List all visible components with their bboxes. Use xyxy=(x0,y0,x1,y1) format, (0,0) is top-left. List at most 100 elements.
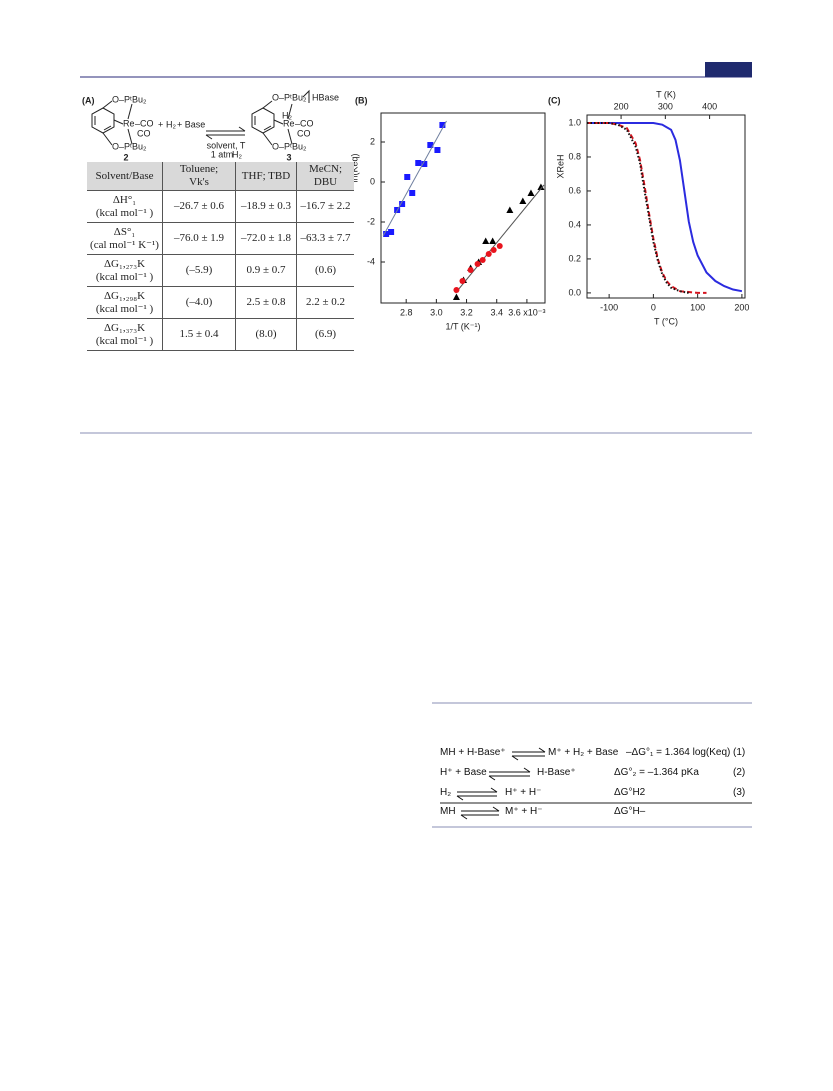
scheme-text: O–PᵗBu₂ xyxy=(112,141,147,151)
equation-expr: ΔG°H– xyxy=(614,806,646,817)
scheme-text: –CO xyxy=(135,118,154,128)
series-line xyxy=(455,184,545,294)
plot-frame xyxy=(380,112,546,304)
x2-tick-label: 300 xyxy=(658,101,673,111)
scheme-text: 3 xyxy=(286,152,291,162)
equation-left: MH xyxy=(440,806,456,817)
equation-right: H⁺ + H⁻ xyxy=(505,787,542,798)
row-label-line: ΔG₁,₃₇₃K xyxy=(103,321,146,334)
x-axis-title: 1/T (K⁻¹) xyxy=(445,321,480,331)
equation-expr: ΔG°H2 xyxy=(614,787,646,798)
table-cell: (–4.0) xyxy=(162,286,236,319)
scheme-text: H₂ xyxy=(232,149,242,159)
table-cell: 1.5 ± 0.4 xyxy=(162,318,236,351)
x-tick-label: 3.6 x10⁻³ xyxy=(508,307,545,317)
table-cell: (6.9) xyxy=(296,318,354,351)
panel-label: (B) xyxy=(355,95,368,105)
y-tick-label: -4 xyxy=(367,256,375,266)
y-tick-label: 1.0 xyxy=(568,117,581,127)
x2-tick-label: 200 xyxy=(614,101,629,111)
header-line: Vk's xyxy=(189,176,209,188)
table-row: ΔG₁,₂₉₈K (kcal mol⁻¹ ) (–4.0) 2.5 ± 0.8 2.2 … xyxy=(87,286,354,319)
equation-expr: –ΔG°₁ = 1.364 log(Keq) xyxy=(626,747,731,758)
y-tick-label: 0 xyxy=(370,176,375,186)
table-cell: 2.2 ± 0.2 xyxy=(296,286,354,319)
row-label-line: (kcal mol⁻¹ ) xyxy=(95,206,154,219)
row-label-line: ΔS°₁ xyxy=(113,225,136,238)
point xyxy=(489,237,497,244)
row-label-line: ΔH°₁ xyxy=(112,193,137,206)
equation-number: (1) xyxy=(733,747,746,758)
scheme-text: O–PᵗBu₂ xyxy=(112,94,147,104)
table-row: ΔH°₁ (kcal mol⁻¹ ) –26.7 ± 0.6 –18.9 ± 0.3–… xyxy=(87,190,354,223)
row-label-line: ΔG₁,₂₇₃K xyxy=(103,257,146,270)
scheme-text: Re xyxy=(123,118,135,128)
x-tick-label: -100 xyxy=(600,302,618,312)
x2-axis-title: T (K) xyxy=(656,89,676,99)
row-label-line: (kcal mol⁻¹ ) xyxy=(95,334,154,347)
scheme-text: CO xyxy=(137,128,151,138)
equation-expr: ΔG°₂ = –1.364 pKa xyxy=(614,767,699,778)
point xyxy=(482,237,490,244)
table-cell: ΔG₁,₂₉₈K (kcal mol⁻¹ ) xyxy=(87,286,163,319)
table-header-cell: MeCN; DBU xyxy=(296,162,354,191)
scheme-text: HBase xyxy=(312,92,339,102)
scheme-text: –CO xyxy=(295,118,314,128)
y-tick-label: 0.8 xyxy=(568,151,581,161)
y-tick-label: 2 xyxy=(370,136,375,146)
y-tick-label: 0.4 xyxy=(568,219,581,229)
y-axis-title: ln(Keq) xyxy=(349,153,359,182)
point xyxy=(404,174,411,180)
point xyxy=(427,142,434,148)
point xyxy=(459,278,466,284)
point xyxy=(490,247,497,253)
point xyxy=(421,161,428,167)
equation-number: (3) xyxy=(733,787,746,798)
table-cell: –76.0 ± 1.9 xyxy=(162,222,236,255)
equation-left: MH + H-Base⁺ xyxy=(440,747,506,758)
point xyxy=(506,206,514,213)
equation-right: M⁺ + H₂ + Base xyxy=(548,747,619,758)
table-cell: ΔS°₁ (cal mol⁻¹ K⁻¹) xyxy=(87,222,163,255)
point xyxy=(434,147,441,153)
table-cell: ΔH°₁ (kcal mol⁻¹ ) xyxy=(87,190,163,223)
row-label-line: (cal mol⁻¹ K⁻¹) xyxy=(90,238,159,251)
table-cell: –72.0 ± 1.8 xyxy=(235,222,297,255)
scheme-text: + xyxy=(158,119,163,129)
scheme-text: Re xyxy=(283,118,295,128)
equation-right: M⁺ + H⁻ xyxy=(505,806,543,817)
point xyxy=(383,231,390,237)
table-cell: 2.5 ± 0.8 xyxy=(235,286,297,319)
table-cell: (0.6) xyxy=(296,254,354,287)
x-tick-label: 3.4 xyxy=(490,307,503,317)
table-header-row: Solvent/Base Toluene; Vk's THF; TBD MeCN; DBU xyxy=(87,162,354,191)
point xyxy=(496,243,503,249)
x-tick-label: 100 xyxy=(690,302,705,312)
table-cell: –26.7 ± 0.6 xyxy=(162,190,236,223)
y-tick-label: 0.2 xyxy=(568,253,581,263)
point xyxy=(409,190,416,196)
x-axis-title: T (°C) xyxy=(654,316,678,326)
x2-tick-label: 400 xyxy=(702,101,717,111)
header-line: MeCN; xyxy=(309,163,342,175)
scheme-text: O–PᵗBu₂ xyxy=(272,141,307,151)
x-tick-label: 3.0 xyxy=(430,307,443,317)
point xyxy=(485,251,492,257)
x-tick-label: 0 xyxy=(651,302,656,312)
x-tick-label: 3.2 xyxy=(460,307,473,317)
scheme-text: + Base xyxy=(177,119,205,129)
x-tick-label: 2.8 xyxy=(400,307,413,317)
point xyxy=(388,229,395,235)
table-header-cell: Toluene; Vk's xyxy=(162,162,236,191)
row-label-line: (kcal mol⁻¹ ) xyxy=(95,302,154,315)
equation-left: H⁺ + Base xyxy=(440,767,487,778)
header-line: Solvent/Base xyxy=(95,169,154,182)
table-header-cell: THF; TBD xyxy=(235,162,297,191)
point xyxy=(453,287,460,293)
point xyxy=(537,183,545,190)
table-cell: –18.9 ± 0.3 xyxy=(235,190,297,223)
series-line xyxy=(382,120,447,237)
equation-left: H₂ xyxy=(440,787,452,798)
